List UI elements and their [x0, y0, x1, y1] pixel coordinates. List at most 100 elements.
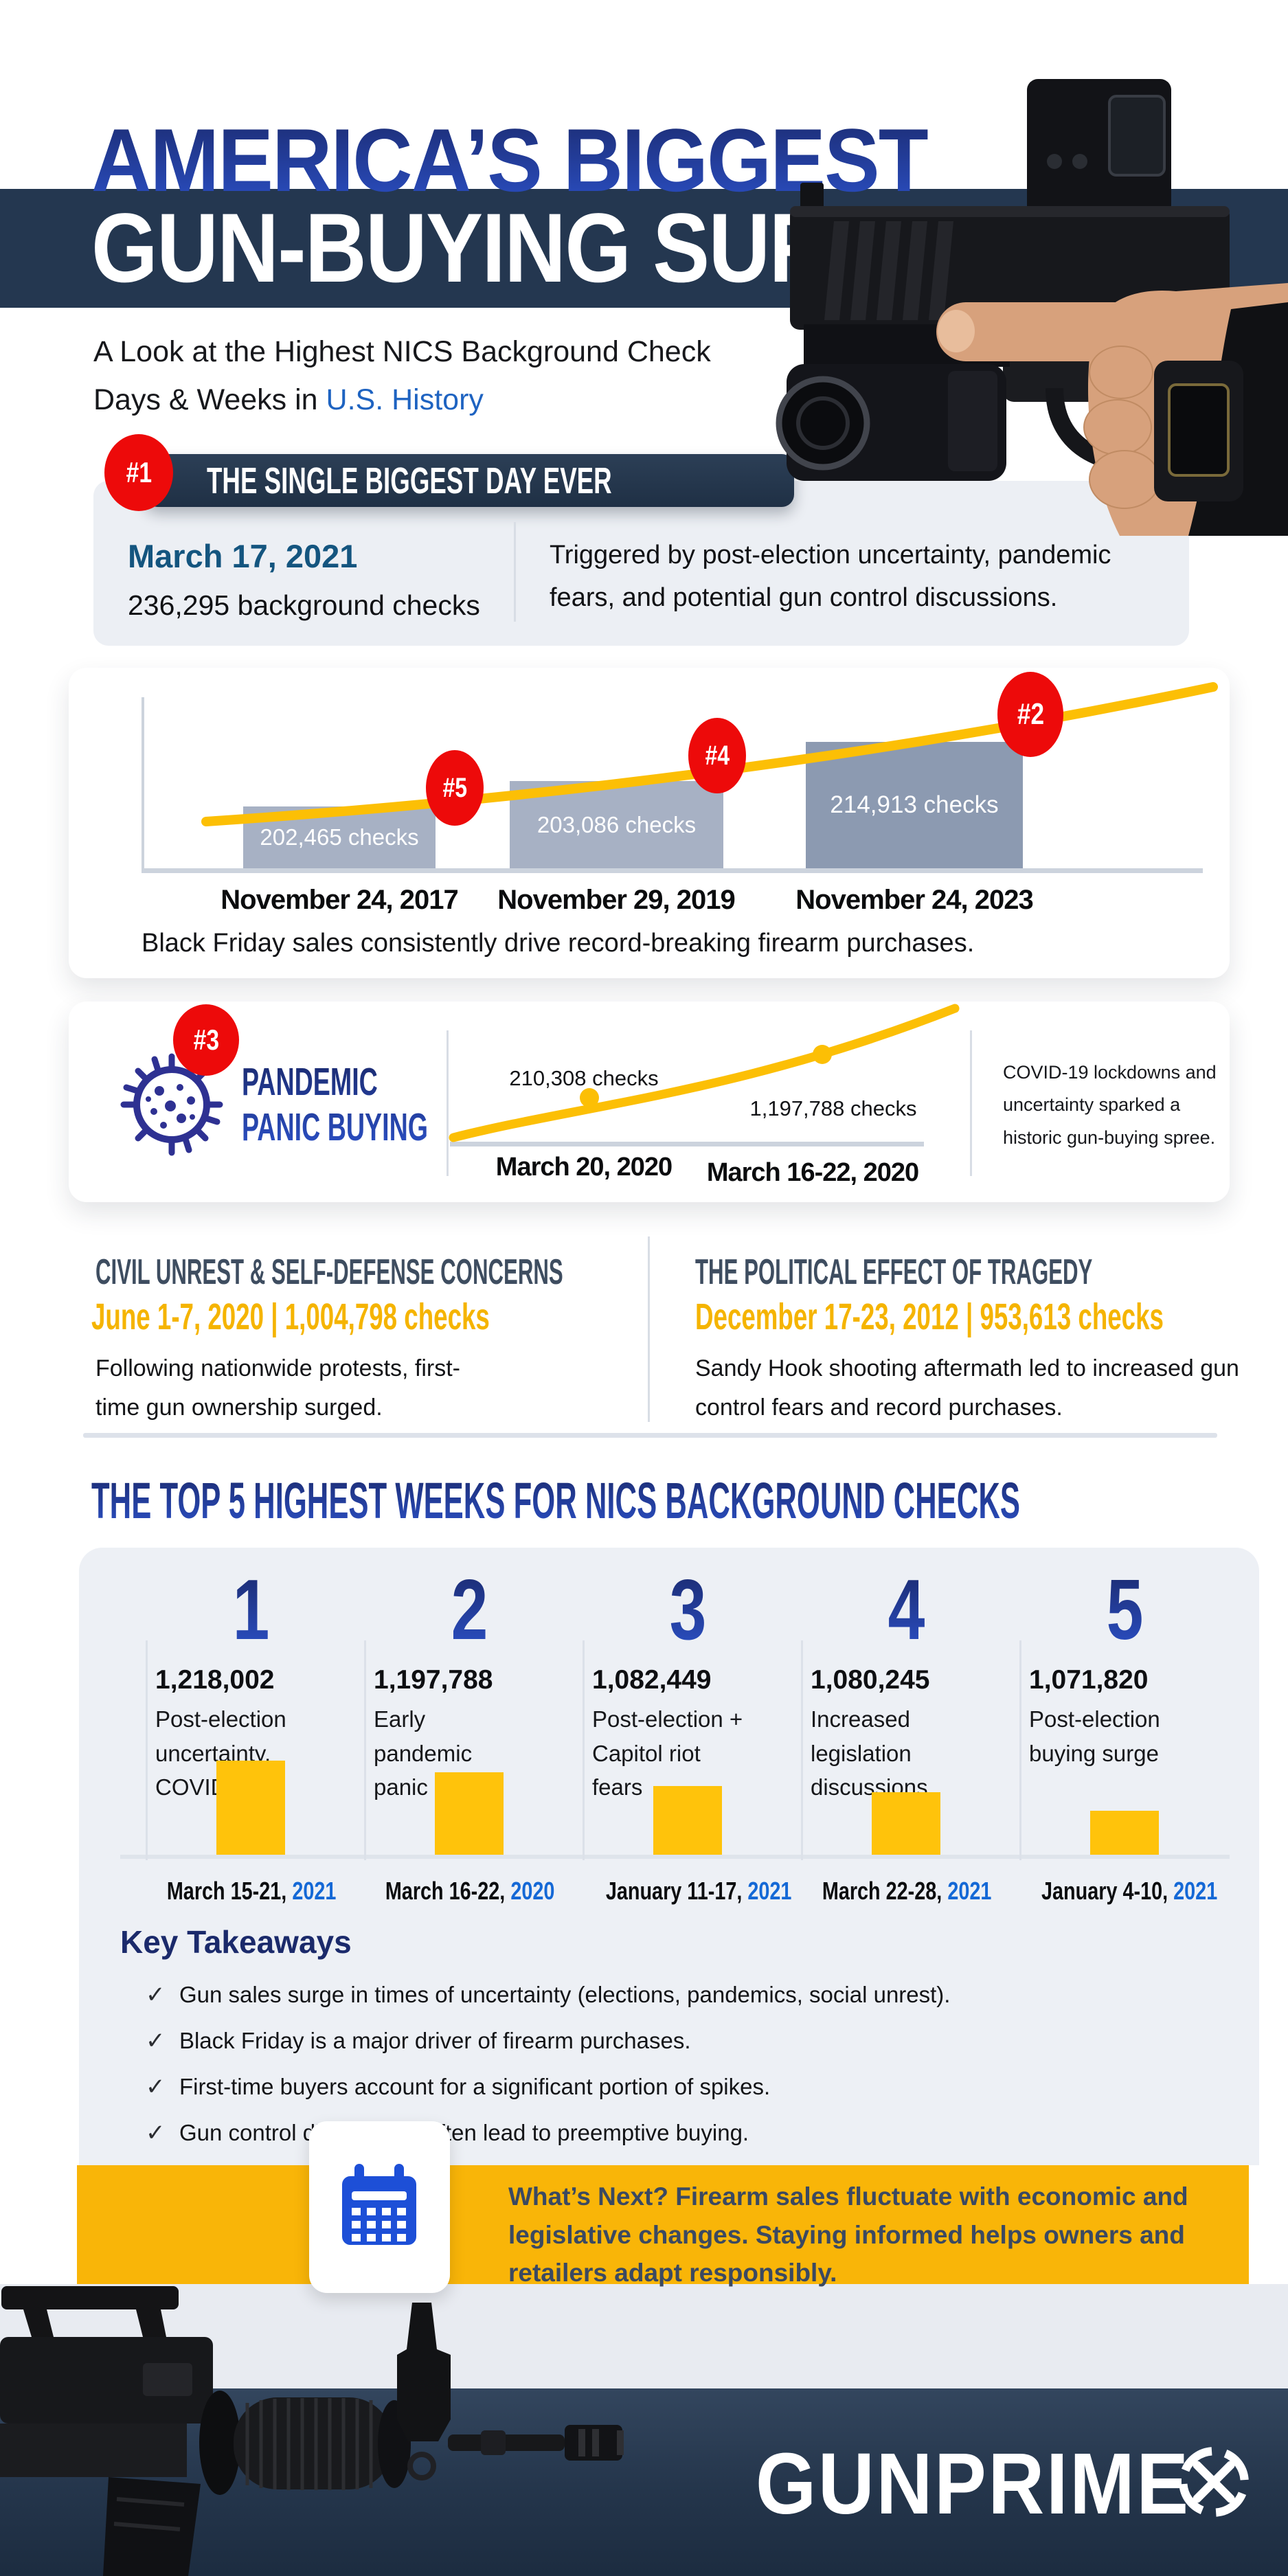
bf-bar-2023: 214,913 checks — [806, 742, 1023, 868]
top5-bar-5 — [1090, 1811, 1159, 1855]
top5-col4-divider — [801, 1640, 803, 1860]
takeaway-text-2: Black Friday is a major driver of firear… — [179, 2028, 691, 2053]
rank-3-badge-label: #3 — [193, 1024, 219, 1056]
bf-bar-2017-label: 202,465 checks — [260, 824, 419, 850]
check-icon: ✓ — [146, 2028, 166, 2054]
top5-value-2: 1,197,788 — [374, 1665, 493, 1695]
top5-date-5: January 4-10, 2021 — [1019, 1877, 1230, 1906]
top5-date-3-text: January 11-17, 2021 — [606, 1877, 792, 1906]
bf-y-axis — [142, 697, 144, 871]
rank-2-badge: #2 — [997, 672, 1063, 757]
takeaway-item-1: ✓ Gun sales surge in times of uncertaint… — [146, 1981, 950, 2009]
takeaway-text-4: Gun control discussions often lead to pr… — [179, 2120, 749, 2145]
top5-date-4-year: 2021 — [947, 1877, 992, 1905]
civil-unrest-stat-wrap: June 1-7, 2020 | 1,004,798 checks — [91, 1296, 677, 1338]
tragedy-heading-wrap: THE POLITICAL EFFECT OF TRAGEDY — [695, 1252, 1288, 1293]
biggest-day-heading: THE SINGLE BIGGEST DAY EVER — [207, 460, 612, 501]
two-col-divider — [648, 1236, 650, 1422]
pandemic-left-divider — [447, 1030, 449, 1176]
footer-gray-strip — [0, 2284, 1288, 2388]
civil-unrest-heading: CIVIL UNREST & SELF-DEFENSE CONCERNS — [95, 1252, 563, 1292]
subtitle-text: A Look at the Highest NICS Background Ch… — [93, 335, 711, 416]
takeaway-item-2: ✓ Black Friday is a major driver of fire… — [146, 2027, 691, 2055]
bf-bar-2019-label: 203,086 checks — [536, 811, 697, 837]
top5-rank-3: 3 — [583, 1568, 793, 1653]
top5-date-1-year: 2021 — [292, 1877, 337, 1905]
footer-brand: GUNPRIME — [756, 2434, 1190, 2532]
top5-date-4-range: March 22-28, — [822, 1877, 942, 1905]
bf-x-axis — [142, 868, 1203, 873]
pandemic-point2-date: March 16-22, 2020 — [706, 1158, 919, 1187]
top5-date-3-year: 2021 — [747, 1877, 792, 1905]
rank-5-badge-label: #5 — [442, 772, 467, 803]
top5-rank-5-number: 5 — [1106, 1563, 1143, 1658]
top5-value-1: 1,218,002 — [155, 1665, 275, 1695]
tragedy-stat-wrap: December 17-23, 2012 | 953,613 checks — [695, 1296, 1288, 1338]
takeaway-text-3: First-time buyers account for a signific… — [179, 2074, 771, 2099]
gunprime-logo-icon — [1179, 2447, 1249, 2517]
check-icon: ✓ — [146, 1982, 166, 2008]
pistol-photo — [776, 79, 1288, 536]
top5-date-2-text: March 16-22, 2020 — [385, 1877, 555, 1906]
civil-unrest-heading-wrap: CIVIL UNREST & SELF-DEFENSE CONCERNS — [95, 1252, 874, 1293]
rank-1-badge: #1 — [104, 434, 173, 511]
top5-rank-1: 1 — [146, 1568, 356, 1653]
top5-col1-divider — [146, 1640, 148, 1860]
tragedy-description: Sandy Hook shooting aftermath led to inc… — [695, 1355, 1239, 1421]
takeaway-item-3: ✓ First-time buyers account for a signif… — [146, 2073, 770, 2101]
top5-date-2-range: March 16-22, — [385, 1877, 506, 1905]
top5-rank-3-number: 3 — [669, 1563, 706, 1658]
top5-col3-divider — [583, 1640, 585, 1860]
biggest-day-divider — [514, 522, 516, 622]
top5-date-1: March 15-21, 2021 — [146, 1877, 356, 1906]
bf-date-2023: November 24, 2023 — [795, 885, 1033, 915]
top5-bar-1 — [216, 1761, 285, 1855]
top5-date-2-year: 2020 — [510, 1877, 555, 1905]
pandemic-title: PANDEMIC PANIC BUYING — [242, 1059, 524, 1150]
key-takeaways-heading: Key Takeaways — [120, 1924, 352, 1960]
top5-desc-5: Post-election buying surge — [1029, 1706, 1160, 1766]
biggest-day-card — [93, 481, 1189, 646]
top5-rank-2-number: 2 — [451, 1563, 488, 1658]
tragedy-heading: THE POLITICAL EFFECT OF TRAGEDY — [695, 1252, 1093, 1292]
bf-caption: Black Friday sales consistently drive re… — [142, 929, 975, 958]
bf-date-2019: November 29, 2019 — [497, 885, 735, 915]
pandemic-card — [69, 1002, 1230, 1202]
pandemic-side-note: COVID-19 lockdowns and uncertainty spark… — [1003, 1062, 1217, 1148]
civil-unrest-stat: June 1-7, 2020 | 1,004,798 checks — [91, 1296, 490, 1337]
top5-heading: THE TOP 5 HIGHEST WEEKS FOR NICS BACKGRO… — [91, 1472, 1020, 1529]
top5-desc-3: Post-election + Capitol riot fears — [592, 1706, 743, 1800]
top5-heading-wrap: THE TOP 5 HIGHEST WEEKS FOR NICS BACKGRO… — [91, 1471, 1288, 1530]
top5-date-3: January 11-17, 2021 — [583, 1877, 793, 1906]
rank-3-badge: #3 — [173, 1004, 239, 1076]
top5-bar-3 — [653, 1786, 722, 1855]
whats-next-text: What’s Next? Firearm sales fluctuate wit… — [508, 2182, 1188, 2287]
top5-col2-divider — [364, 1640, 366, 1860]
takeaway-text-1: Gun sales surge in times of uncertainty … — [179, 1982, 951, 2007]
tragedy-stat: December 17-23, 2012 | 953,613 checks — [695, 1296, 1164, 1337]
top5-value-3: 1,082,449 — [592, 1665, 712, 1695]
top5-desc-1: Post-election uncertainty, COVID-19 — [155, 1706, 286, 1800]
pandemic-point2-value: 1,197,788 checks — [749, 1096, 917, 1120]
top5-rank-4-number: 4 — [888, 1563, 925, 1658]
subtitle: A Look at the Highest NICS Background Ch… — [93, 328, 780, 424]
top5-rank-2: 2 — [364, 1568, 574, 1653]
civil-unrest-description: Following nationwide protests, first-tim… — [95, 1355, 461, 1421]
biggest-day-date: March 17, 2021 — [128, 538, 358, 574]
top5-date-2: March 16-22, 2020 — [364, 1877, 574, 1906]
top5-rank-5: 5 — [1019, 1568, 1230, 1653]
top5-date-1-range: March 15-21, — [166, 1877, 287, 1905]
rank-4-badge: #4 — [688, 718, 746, 793]
rank-2-badge-label: #2 — [1017, 697, 1044, 731]
top5-date-3-range: January 11-17, — [605, 1877, 743, 1905]
top5-desc-4: Increased legislation discussions — [811, 1706, 928, 1800]
calendar-icon — [342, 2164, 416, 2245]
whats-next-banner — [77, 2165, 1249, 2284]
pandemic-baseline — [450, 1142, 924, 1146]
footer-brand-wrap: GUNPRIME — [756, 2434, 1239, 2532]
check-icon: ✓ — [146, 2120, 166, 2146]
biggest-day-stat: 236,295 background checks — [128, 589, 480, 621]
section-rule — [83, 1433, 1217, 1438]
top5-bar-2 — [435, 1772, 504, 1855]
